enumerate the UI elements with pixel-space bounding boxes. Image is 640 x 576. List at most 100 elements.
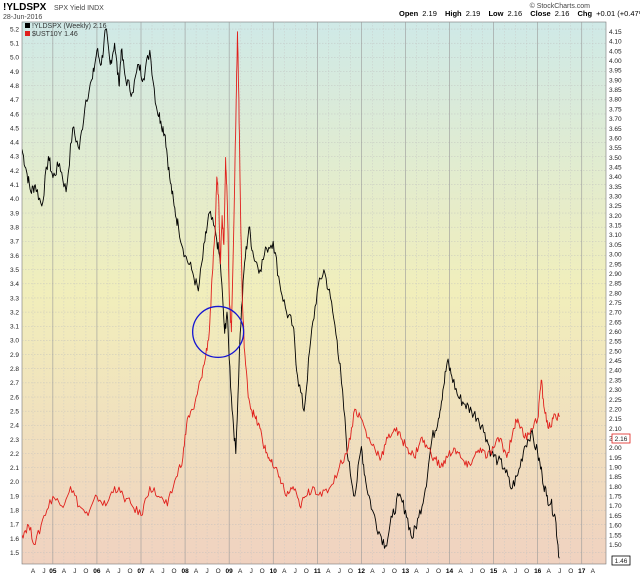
left-tick-label: 3.1 [10,324,19,331]
close-value: 2.16 [555,9,570,18]
right-tick-label: 4.10 [609,39,622,46]
x-month-label: J [514,568,517,575]
x-year-label: 09 [226,568,234,575]
x-year-label: 11 [314,568,321,575]
x-year-label: 15 [490,568,498,575]
right-tick-label: 2.50 [609,348,622,355]
right-tick-label: 2.80 [609,290,622,297]
left-tick-label: 1.5 [10,550,19,557]
left-tick-label: 3.0 [10,338,19,345]
legend-ust10y: $UST10Y 1.46 [32,31,78,38]
right-tick-label: 3.45 [609,164,622,171]
chart-title: !YLDSPX [3,2,47,13]
left-tick-label: 2.0 [10,479,19,486]
right-tick-label: 3.40 [609,174,622,181]
open-label: Open [399,9,419,18]
right-tick-label: 2.25 [609,397,622,404]
left-tick-label: 4.6 [10,111,19,118]
left-tick-label: 2.6 [10,394,19,401]
right-tick-label: 2.20 [609,406,622,413]
right-tick-label: 3.95 [609,68,622,75]
x-month-label: A [591,568,596,575]
right-tick-label: 2.85 [609,281,622,288]
x-month-label: A [370,568,375,575]
right-tick-label: 3.10 [609,232,622,239]
right-tick-label: 4.15 [609,29,622,36]
right-tick-label: 1.65 [609,513,622,520]
left-tick-label: 1.6 [10,536,19,543]
left-tick-label: 4.8 [10,83,19,90]
left-tick-label: 1.7 [10,522,19,529]
ohlc-readout: Open 2.19 High 2.19 Low 2.16 Close 2.16 … [399,9,640,18]
x-month-label: O [216,568,221,575]
brand-label: © StockCharts.com [530,2,591,10]
left-axis: 1.5 1.6 1.7 1.8 1.9 2.0 2.1 2.2 2.3 2.4 2.5 2.6 2.7 2… [10,26,19,557]
left-tick-label: 3.2 [10,309,19,316]
x-month-label: J [205,568,208,575]
left-tick-label: 3.8 [10,224,19,231]
right-tick-label: 1.50 [609,542,622,549]
right-tick-label: 3.85 [609,87,622,94]
left-tick-label: 5.1 [10,41,19,48]
right-tick-label: 3.70 [609,116,622,123]
last-value-ust10y: 2.16 [615,436,628,443]
x-year-label: 05 [49,568,57,575]
left-tick-label: 2.5 [10,408,19,415]
left-tick-label: 2.1 [10,465,19,472]
right-tick-label: 2.75 [609,300,622,307]
x-month-label: J [426,568,429,575]
x-year-label: 07 [137,568,145,575]
right-tick-label: 3.80 [609,97,622,104]
right-tick-label: 3.35 [609,184,622,191]
left-tick-label: 3.5 [10,267,19,274]
x-month-label: J [42,568,45,575]
high-value: 2.19 [466,9,481,18]
gridlines [22,22,606,564]
right-tick-label: 2.15 [609,416,622,423]
left-tick-label: 2.3 [10,437,19,444]
right-tick-label: 3.65 [609,126,622,133]
x-month-label: A [547,568,552,575]
x-month-label: O [260,568,265,575]
right-tick-label: 2.55 [609,339,622,346]
left-tick-label: 2.4 [10,423,19,430]
right-tick-label: 3.20 [609,213,622,220]
right-tick-label: 2.45 [609,358,622,365]
close-label: Close [530,9,550,18]
chg-label: Chg [577,9,592,18]
right-tick-label: 3.15 [609,223,622,230]
legend-spx-yield: !YLDSPX (Weekly) 2.16 [32,23,107,30]
x-month-label: O [524,568,529,575]
x-year-label: 16 [534,568,542,575]
chg-value: +0.01 (+0.47%) [596,9,640,18]
annotation-circle [192,305,245,359]
x-month-label: A [62,568,67,575]
right-tick-label: 2.10 [609,426,622,433]
last-value-box-ust10y [611,433,631,444]
x-month-label: A [326,568,331,575]
x-month-label: A [502,568,507,575]
right-tick-label: 3.25 [609,203,622,210]
x-month-label: A [194,568,199,575]
right-tick-label: 1.60 [609,523,622,530]
right-tick-label: 2.90 [609,271,622,278]
left-tick-label: 5.2 [10,26,19,33]
left-tick-label: 3.7 [10,239,19,246]
right-tick-label: 2.30 [609,387,622,394]
series-ust10y-line [22,31,560,546]
right-tick-label: 4.05 [609,48,622,55]
left-tick-label: 4.7 [10,97,19,104]
x-year-label: 06 [93,568,101,575]
x-year-label: 13 [402,568,410,575]
x-month-label: O [568,568,573,575]
right-tick-label: 1.85 [609,474,622,481]
left-tick-label: 3.4 [10,281,19,288]
x-month-label: A [238,568,243,575]
x-year-label: 12 [358,568,366,575]
open-value: 2.19 [422,9,437,18]
series-lines [22,28,560,559]
right-tick-label: 2.65 [609,319,622,326]
right-tick-label: 1.80 [609,484,622,491]
x-month-label: J [338,568,341,575]
